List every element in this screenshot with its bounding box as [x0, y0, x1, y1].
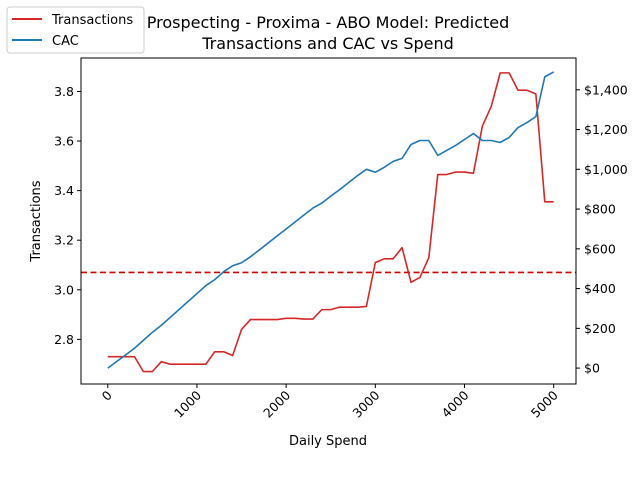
series-line-cac	[107, 71, 555, 369]
y2-tick-label: $200	[584, 321, 616, 336]
y2-tick-label: $0	[584, 361, 600, 376]
y-tick-label: 3.4	[54, 183, 74, 198]
legend-label-cac: CAC	[52, 34, 79, 49]
x-tick-label: 2000	[260, 387, 293, 420]
y-tick-label: 3.2	[54, 233, 74, 248]
y-axis-label: Transactions	[29, 180, 44, 262]
chart-title-line-2: Transactions and CAC vs Spend	[201, 34, 454, 53]
y2-tick-label: $1,400	[584, 82, 628, 97]
plot-area	[81, 71, 576, 373]
y-tick-label: 2.8	[54, 332, 74, 347]
y-tick-label: 3.8	[54, 84, 74, 99]
y2-tick-label: $600	[584, 241, 616, 256]
legend-label-transactions: Transactions	[51, 13, 133, 28]
y2-tick-label: $1,000	[584, 162, 628, 177]
y2-tick-label: $400	[584, 281, 616, 296]
y-tick-label: 3.0	[54, 282, 74, 297]
x-axis-label: Daily Spend	[289, 434, 367, 449]
x-tick-label: 1000	[171, 387, 204, 420]
y2-tick-label: $1,200	[584, 122, 628, 137]
x-tick-label: 5000	[528, 387, 561, 420]
x-tick-label: 3000	[349, 387, 382, 420]
axes-frame	[80, 57, 577, 385]
chart-title-line-1: Prospecting - Proxima - ABO Model: Predi…	[147, 13, 510, 32]
x-tick-label: 0	[99, 387, 115, 403]
legend: Transactions CAC	[6, 6, 145, 54]
series-line-transactions	[107, 72, 554, 373]
y-tick-label: 3.6	[54, 134, 74, 149]
y2-tick-label: $800	[584, 202, 616, 217]
x-tick-label: 4000	[439, 387, 472, 420]
